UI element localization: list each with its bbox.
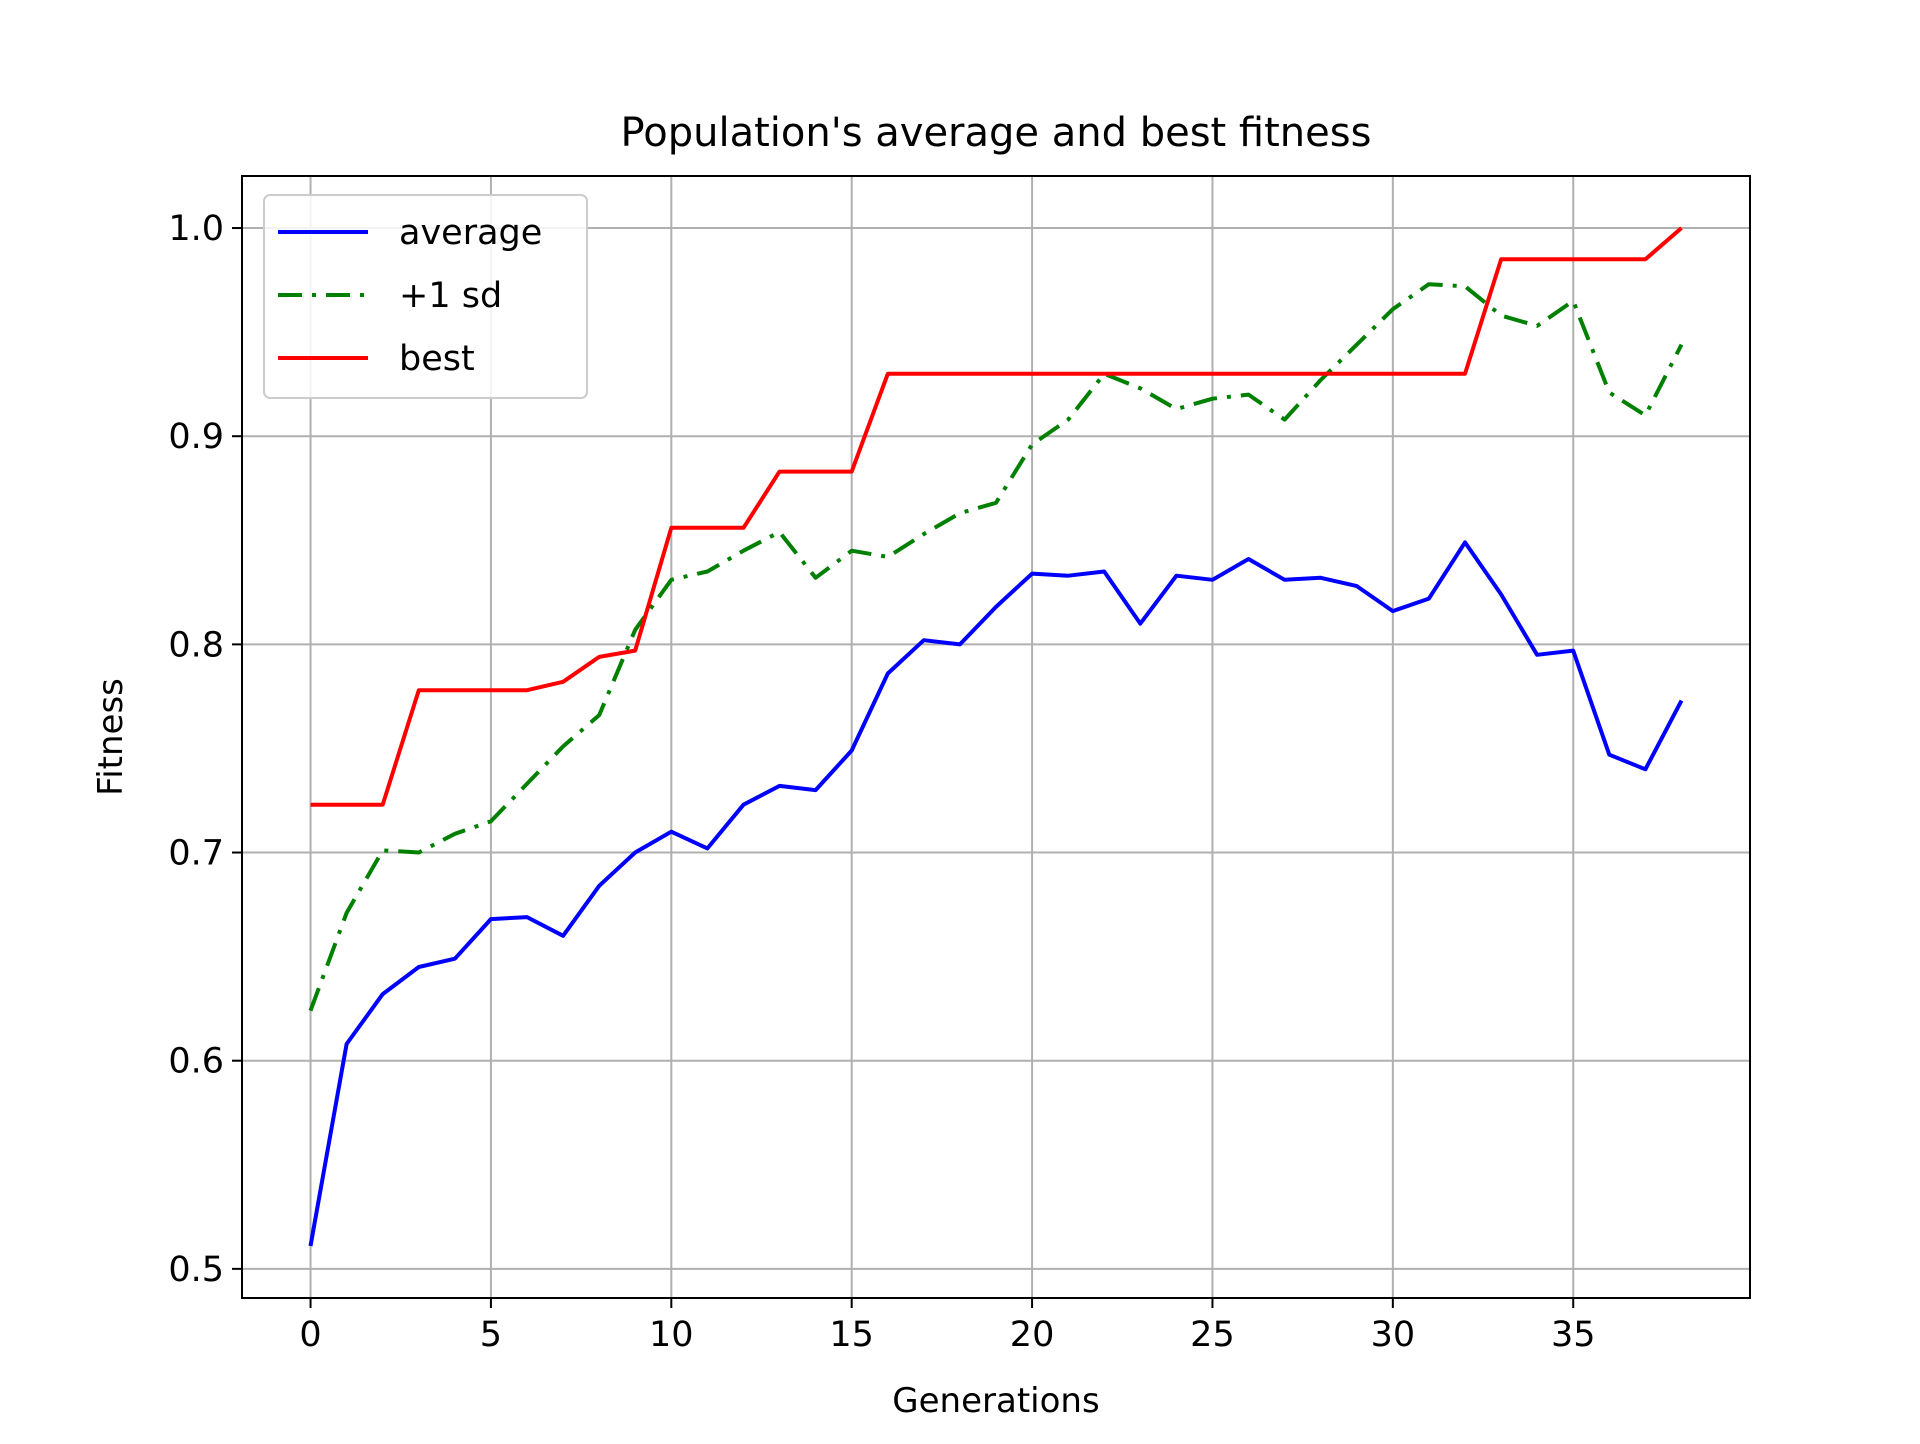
- series-line-best: [310, 226, 1683, 807]
- legend-label: +1 sd: [399, 276, 502, 316]
- legend-label: average: [399, 213, 542, 253]
- axis-ticks: 0 5 10 15 20 25 30 35 0.5 0.6 0.7 0.8 0.9 1.0: [168, 209, 1595, 1355]
- x-tick-label: 25: [1190, 1315, 1235, 1355]
- legend-label: best: [399, 339, 475, 379]
- x-tick-label: 30: [1371, 1315, 1416, 1355]
- chart-title: Population's average and best fitness: [621, 110, 1372, 156]
- plot-area-frame: [241, 175, 1751, 1299]
- x-tick-label: 35: [1551, 1315, 1596, 1355]
- y-tick-label: 0.6: [168, 1042, 224, 1082]
- y-tick-label: 0.8: [168, 625, 224, 665]
- y-axis-label: Fitness: [91, 678, 131, 796]
- y-tick-label: 0.7: [168, 834, 224, 874]
- x-tick-label: 20: [1010, 1315, 1055, 1355]
- x-tick-label: 15: [829, 1315, 874, 1355]
- x-axis-label: Generations: [892, 1381, 1099, 1421]
- x-tick-label: 5: [480, 1315, 502, 1355]
- legend: average +1 sd best: [263, 194, 588, 399]
- series-layer: [308, 226, 1684, 1247]
- y-tick-label: 1.0: [168, 209, 224, 249]
- series-line-1-sd: [308, 282, 1684, 1012]
- y-tick-label: 0.5: [168, 1250, 224, 1290]
- x-tick-label: 0: [299, 1315, 321, 1355]
- legend-box: [263, 194, 588, 399]
- series-line-average: [308, 540, 1684, 1247]
- grid: [242, 176, 1750, 1298]
- x-tick-label: 10: [649, 1315, 694, 1355]
- y-tick-label: 0.9: [168, 417, 224, 457]
